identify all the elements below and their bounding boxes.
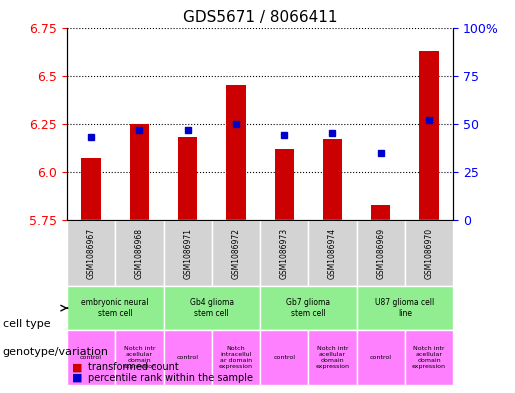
Text: Gb7 glioma
stem cell: Gb7 glioma stem cell bbox=[286, 298, 331, 318]
FancyBboxPatch shape bbox=[260, 286, 356, 330]
FancyBboxPatch shape bbox=[115, 220, 163, 286]
FancyBboxPatch shape bbox=[308, 220, 356, 286]
Bar bbox=[371, 205, 390, 220]
Text: GSM1086967: GSM1086967 bbox=[87, 228, 96, 279]
FancyBboxPatch shape bbox=[212, 220, 260, 286]
Text: control: control bbox=[273, 355, 295, 360]
FancyBboxPatch shape bbox=[405, 330, 453, 385]
Text: GSM1086970: GSM1086970 bbox=[424, 228, 434, 279]
FancyBboxPatch shape bbox=[356, 220, 405, 286]
FancyBboxPatch shape bbox=[356, 330, 405, 385]
Text: Gb4 glioma
stem cell: Gb4 glioma stem cell bbox=[190, 298, 234, 318]
FancyBboxPatch shape bbox=[67, 286, 163, 330]
Bar bbox=[323, 139, 342, 220]
FancyBboxPatch shape bbox=[163, 286, 260, 330]
Text: Notch intr
acellular
domain
expression: Notch intr acellular domain expression bbox=[316, 347, 350, 369]
Text: GSM1086968: GSM1086968 bbox=[135, 228, 144, 279]
Text: U87 glioma cell
line: U87 glioma cell line bbox=[375, 298, 435, 318]
Text: cell type: cell type bbox=[3, 319, 50, 329]
Bar bbox=[130, 124, 149, 220]
Text: ■: ■ bbox=[72, 362, 82, 373]
Text: genotype/variation: genotype/variation bbox=[3, 347, 109, 357]
Title: GDS5671 / 8066411: GDS5671 / 8066411 bbox=[183, 10, 337, 25]
Text: control: control bbox=[80, 355, 102, 360]
FancyBboxPatch shape bbox=[260, 330, 308, 385]
FancyBboxPatch shape bbox=[163, 330, 212, 385]
FancyBboxPatch shape bbox=[67, 220, 115, 286]
Text: GSM1086971: GSM1086971 bbox=[183, 228, 192, 279]
Text: Notch
intracellul
ar domain
expression: Notch intracellul ar domain expression bbox=[219, 347, 253, 369]
FancyBboxPatch shape bbox=[356, 286, 453, 330]
Text: GSM1086972: GSM1086972 bbox=[231, 228, 241, 279]
Bar bbox=[81, 158, 101, 220]
Text: Notch intr
acellular
domain
expression: Notch intr acellular domain expression bbox=[412, 347, 446, 369]
Bar bbox=[419, 51, 439, 220]
Text: percentile rank within the sample: percentile rank within the sample bbox=[88, 373, 252, 383]
FancyBboxPatch shape bbox=[163, 220, 212, 286]
Text: GSM1086973: GSM1086973 bbox=[280, 228, 289, 279]
Bar bbox=[274, 149, 294, 220]
Text: ■: ■ bbox=[72, 373, 82, 383]
FancyBboxPatch shape bbox=[115, 330, 163, 385]
FancyBboxPatch shape bbox=[67, 330, 115, 385]
Text: control: control bbox=[370, 355, 392, 360]
Text: embryonic neural
stem cell: embryonic neural stem cell bbox=[81, 298, 149, 318]
FancyBboxPatch shape bbox=[405, 220, 453, 286]
FancyBboxPatch shape bbox=[308, 330, 356, 385]
FancyBboxPatch shape bbox=[212, 330, 260, 385]
Text: GSM1086974: GSM1086974 bbox=[328, 228, 337, 279]
Text: transformed count: transformed count bbox=[88, 362, 178, 373]
Text: control: control bbox=[177, 355, 199, 360]
Bar bbox=[226, 85, 246, 220]
Text: Notch intr
acellular
domain
expression: Notch intr acellular domain expression bbox=[123, 347, 157, 369]
Text: GSM1086969: GSM1086969 bbox=[376, 228, 385, 279]
Bar bbox=[178, 137, 197, 220]
FancyBboxPatch shape bbox=[260, 220, 308, 286]
